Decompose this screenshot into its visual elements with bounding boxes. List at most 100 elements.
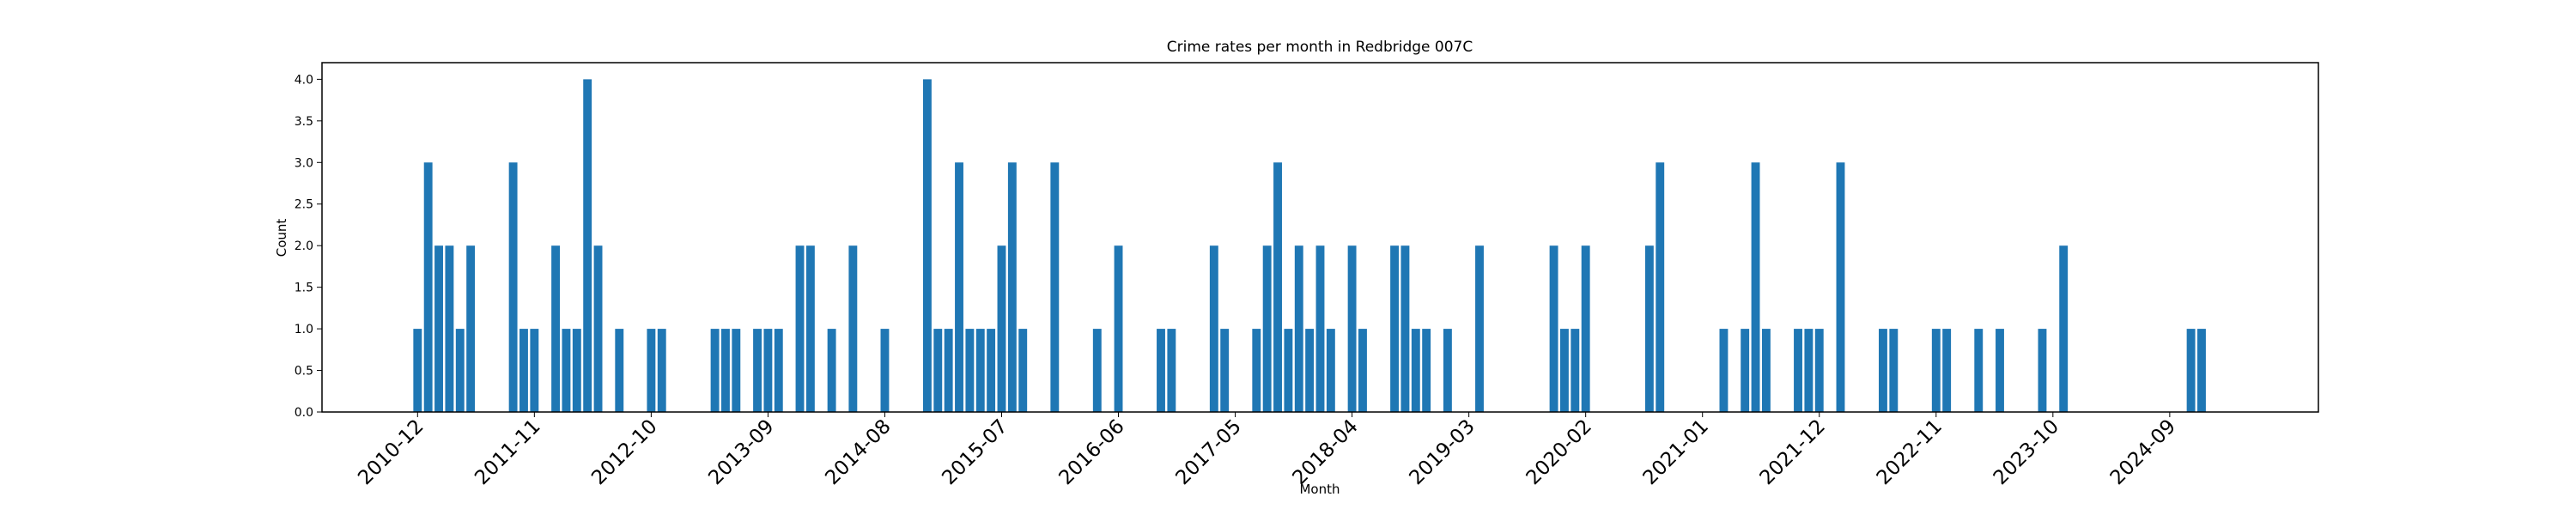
bar bbox=[1751, 162, 1760, 413]
bar bbox=[1794, 329, 1802, 412]
bar bbox=[1220, 329, 1230, 412]
bar bbox=[965, 329, 975, 412]
bar bbox=[1719, 329, 1728, 412]
bar bbox=[1294, 245, 1303, 412]
bar bbox=[1974, 329, 1984, 412]
bar bbox=[1157, 329, 1165, 412]
y-tick-label: 0.5 bbox=[295, 365, 313, 379]
x-tick-label: 2010-12 bbox=[354, 415, 428, 489]
bar bbox=[1305, 329, 1315, 412]
plot-frame bbox=[321, 62, 2319, 413]
bar bbox=[774, 329, 783, 412]
x-tick-label: 2021-12 bbox=[1756, 415, 1830, 489]
bar bbox=[530, 329, 539, 412]
bar bbox=[1804, 329, 1814, 412]
bar bbox=[987, 329, 996, 412]
x-tick-label: 2019-03 bbox=[1406, 415, 1479, 489]
x-tick-label: 2016-06 bbox=[1054, 415, 1128, 489]
bar bbox=[455, 329, 465, 412]
bar bbox=[562, 329, 571, 412]
bar bbox=[805, 245, 815, 412]
x-tick-label: 2022-11 bbox=[1873, 415, 1947, 489]
bar bbox=[1092, 329, 1102, 412]
bar bbox=[1443, 329, 1452, 412]
y-tick-label: 1.0 bbox=[295, 323, 313, 336]
chart-title: Crime rates per month in Redbridge 007C bbox=[1167, 39, 1473, 56]
bar bbox=[1326, 329, 1335, 412]
bar bbox=[2186, 329, 2196, 412]
bar bbox=[551, 245, 561, 412]
bar bbox=[1400, 245, 1410, 412]
bar bbox=[1315, 245, 1325, 412]
bar bbox=[1411, 329, 1420, 412]
bar bbox=[955, 162, 963, 413]
bar bbox=[1644, 245, 1654, 412]
bar bbox=[423, 162, 433, 413]
bar bbox=[1007, 162, 1017, 413]
bar bbox=[1422, 329, 1431, 412]
bar bbox=[2059, 245, 2069, 412]
bar bbox=[519, 329, 528, 412]
bar bbox=[466, 245, 476, 412]
bar bbox=[1273, 162, 1282, 413]
bar bbox=[1050, 162, 1060, 413]
bar bbox=[434, 245, 443, 412]
bar bbox=[1889, 329, 1899, 412]
y-tick-label: 3.0 bbox=[295, 156, 313, 170]
bar bbox=[1931, 329, 1941, 412]
y-tick-label: 2.0 bbox=[295, 239, 313, 253]
x-tick-label: 2020-02 bbox=[1522, 415, 1596, 489]
bar bbox=[1252, 329, 1261, 412]
bar bbox=[721, 329, 730, 412]
y-axis-label: Count bbox=[274, 219, 289, 258]
bar bbox=[1581, 245, 1590, 412]
bar bbox=[1814, 329, 1824, 412]
bar bbox=[1571, 329, 1580, 412]
bar bbox=[508, 162, 518, 413]
bar bbox=[1114, 245, 1123, 412]
bar bbox=[763, 329, 773, 412]
bar bbox=[1761, 329, 1771, 412]
bar bbox=[1284, 329, 1293, 412]
bar bbox=[1942, 329, 1952, 412]
bar bbox=[1390, 245, 1400, 412]
x-axis-label: Month bbox=[1299, 482, 1340, 497]
bar bbox=[593, 245, 603, 412]
bar bbox=[975, 329, 985, 412]
bar bbox=[880, 329, 890, 412]
y-tick-label: 0.0 bbox=[295, 406, 313, 420]
bar bbox=[615, 329, 624, 412]
x-tick-label: 2011-11 bbox=[471, 415, 544, 489]
bar bbox=[753, 329, 762, 412]
y-tick-label: 4.0 bbox=[295, 73, 313, 87]
bar bbox=[1209, 245, 1218, 412]
bar bbox=[1656, 162, 1665, 413]
x-tick-label: 2013-09 bbox=[704, 415, 778, 489]
bar bbox=[1347, 245, 1357, 412]
bar bbox=[2038, 329, 2047, 412]
bar bbox=[583, 79, 592, 412]
x-tick-label: 2014-08 bbox=[821, 415, 895, 489]
bar bbox=[647, 329, 656, 412]
bar bbox=[657, 329, 666, 412]
bar bbox=[572, 329, 581, 412]
bar bbox=[1167, 329, 1176, 412]
bar bbox=[413, 329, 422, 412]
x-tick-label: 2023-10 bbox=[1990, 415, 2063, 489]
x-tick-label: 2024-09 bbox=[2106, 415, 2180, 489]
bar bbox=[1996, 329, 2004, 412]
y-tick-label: 3.5 bbox=[295, 115, 313, 129]
bar bbox=[445, 245, 454, 412]
bar bbox=[1262, 245, 1272, 412]
bar bbox=[848, 245, 858, 412]
x-tick-label: 2021-01 bbox=[1639, 415, 1713, 489]
bar bbox=[2197, 329, 2206, 412]
x-tick-label: 2017-05 bbox=[1171, 415, 1245, 489]
bar bbox=[944, 329, 953, 412]
bar bbox=[732, 329, 741, 412]
bar bbox=[1836, 162, 1845, 413]
bar bbox=[1879, 329, 1887, 412]
bar bbox=[933, 329, 943, 412]
bar bbox=[710, 329, 720, 412]
